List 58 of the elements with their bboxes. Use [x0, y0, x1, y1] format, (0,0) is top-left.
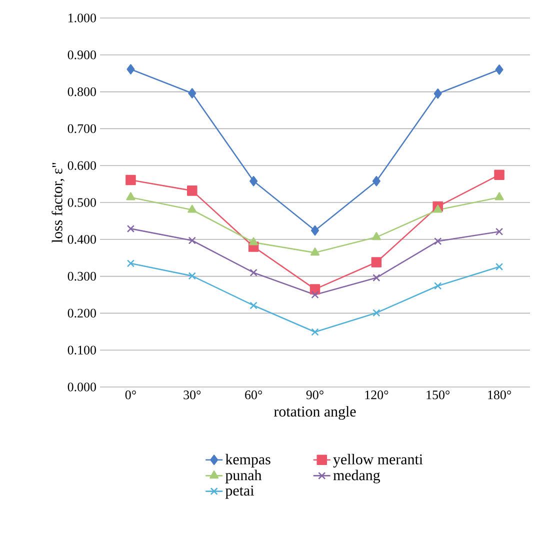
point	[371, 257, 382, 268]
point	[495, 228, 504, 236]
point	[434, 282, 442, 290]
y-tick-label: 0.400	[68, 235, 96, 244]
point	[126, 260, 135, 268]
legend-label: petai	[225, 486, 254, 499]
point	[188, 272, 196, 280]
y-tick-label: 0.500	[68, 198, 96, 207]
point	[372, 176, 380, 186]
point	[494, 170, 504, 180]
point	[434, 88, 442, 99]
x-tick-label: 90°	[306, 390, 324, 400]
x-tick-label: 60°	[245, 390, 262, 400]
point	[250, 268, 258, 276]
y-axis-title: loss factor, ε"	[52, 162, 64, 243]
point	[188, 204, 197, 213]
y-tick-label: 0.700	[68, 124, 96, 134]
point	[250, 176, 258, 186]
x-tick-label: 120°	[365, 390, 388, 400]
point	[311, 328, 319, 336]
point	[372, 274, 380, 282]
x-axis-title: rotation angle	[274, 406, 356, 420]
point	[310, 248, 320, 256]
point	[126, 174, 136, 186]
point	[311, 290, 319, 299]
x-tick-label: 180°	[488, 390, 511, 400]
x-tick-label: 30°	[184, 390, 201, 400]
y-tick-label: 0.100	[68, 346, 96, 354]
y-tick-label: 0.300	[68, 272, 96, 281]
y-tick-label: 0.600	[68, 161, 96, 170]
point	[126, 224, 135, 233]
point	[495, 262, 504, 271]
x-tick-label: 0°	[125, 390, 136, 400]
y-tick-label: 0.200	[68, 308, 96, 318]
point	[310, 284, 320, 294]
y-tick-label: 0.000	[68, 382, 96, 392]
point	[250, 302, 258, 310]
point	[494, 192, 504, 200]
point	[372, 309, 380, 317]
point	[434, 237, 442, 246]
point	[187, 186, 198, 196]
y-tick-label: 0.800	[68, 87, 96, 96]
point	[126, 64, 135, 74]
point	[188, 236, 196, 244]
y-tick-label: 1.000	[68, 14, 96, 22]
x-tick-label: 150°	[426, 390, 450, 400]
point	[495, 64, 504, 75]
point	[249, 237, 258, 246]
point	[310, 225, 320, 236]
point	[433, 204, 442, 213]
legend-label: medang	[333, 470, 380, 484]
legend-label: punah	[225, 470, 262, 484]
point	[372, 232, 381, 240]
y-tick-label: 0.900	[68, 50, 96, 60]
legend-label: yellow meranti	[333, 454, 423, 468]
point	[126, 192, 136, 200]
legend-label: kempas	[226, 454, 270, 468]
point	[188, 88, 196, 98]
